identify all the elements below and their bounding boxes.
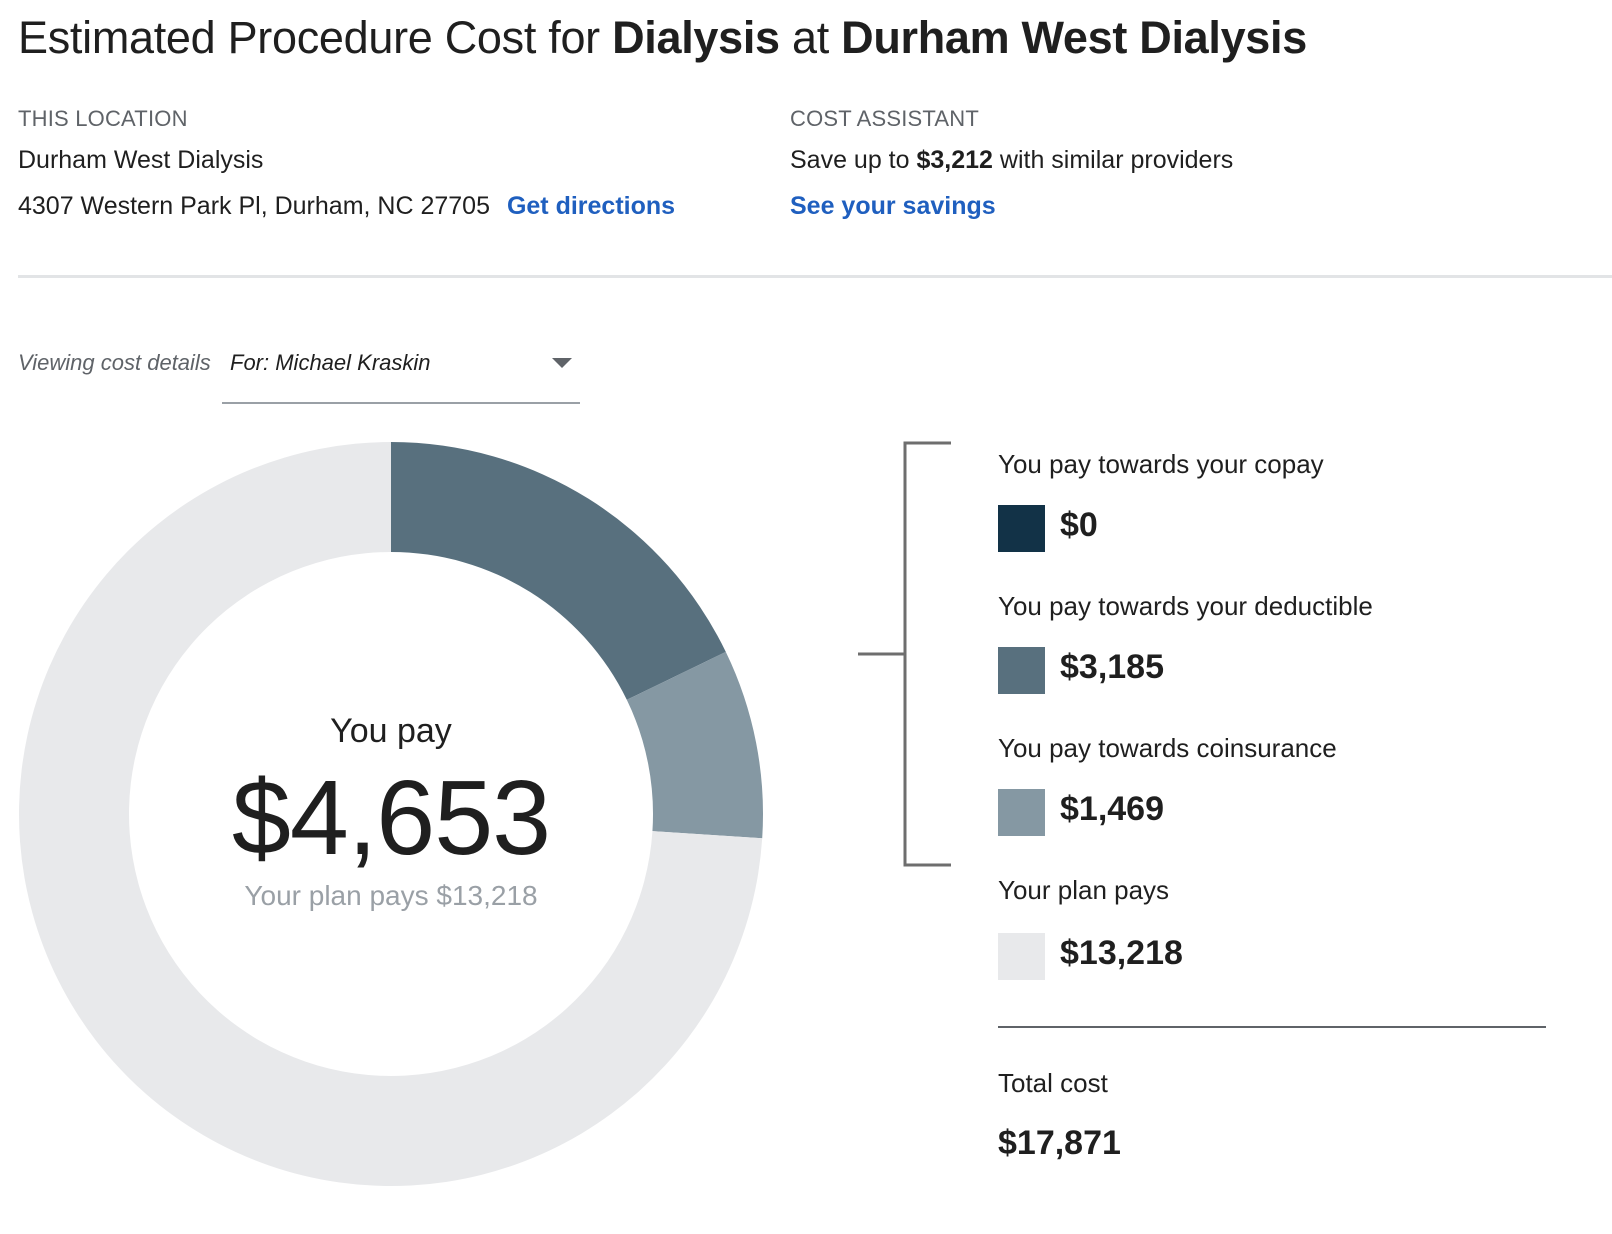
- savings-suffix: with similar providers: [992, 146, 1234, 174]
- you-pay-bracket: [858, 441, 951, 867]
- legend-value-plan: $13,218: [1060, 934, 1183, 972]
- page-title: Estimated Procedure Cost for Dialysis at…: [18, 12, 1307, 64]
- member-select-value: For: Michael Kraskin: [230, 350, 431, 375]
- location-address: 4307 Western Park Pl, Durham, NC 27705: [18, 192, 490, 220]
- legend-swatch-copay: [998, 505, 1045, 552]
- donut-slice-deductible: [391, 442, 726, 700]
- location-name: Durham West Dialysis: [18, 146, 264, 174]
- plan-pays-subtext: Your plan pays $13,218: [244, 880, 538, 911]
- donut-slice-coinsurance: [626, 651, 763, 839]
- legend-divider: [998, 1026, 1546, 1028]
- procedure-name: Dialysis: [612, 12, 780, 63]
- total-cost-value: $17,871: [998, 1124, 1121, 1162]
- savings-text: Save up to $3,212 with similar providers: [790, 146, 1233, 175]
- facility-name: Durham West Dialysis: [841, 12, 1307, 63]
- location-section: THIS LOCATION Durham West Dialysis 4307 …: [18, 106, 675, 220]
- chevron-down-icon[interactable]: [552, 358, 572, 368]
- donut-slice-plan: [19, 442, 763, 1186]
- savings-link-row: See your savings: [790, 192, 996, 221]
- legend-swatch-plan: [998, 933, 1045, 980]
- legend-value-coinsurance: $1,469: [1060, 790, 1164, 828]
- you-pay-label: You pay: [330, 712, 452, 750]
- total-cost-label: Total cost: [998, 1068, 1108, 1098]
- savings-amount: $3,212: [916, 146, 993, 174]
- legend-value-deductible: $3,185: [1060, 648, 1164, 686]
- cost-assistant-heading: COST ASSISTANT: [790, 106, 980, 131]
- title-prefix: Estimated Procedure Cost for: [18, 12, 613, 63]
- cost-assistant-section: COST ASSISTANT Save up to $3,212 with si…: [790, 106, 1233, 220]
- legend-label-plan: Your plan pays: [998, 875, 1170, 905]
- section-divider: [18, 275, 1612, 278]
- legend-label-copay: You pay towards your copay: [998, 449, 1324, 479]
- legend-swatch-deductible: [998, 647, 1045, 694]
- title-mid: at: [779, 12, 842, 63]
- get-directions-link[interactable]: Get directions: [506, 192, 676, 220]
- savings-prefix: Save up to: [790, 146, 917, 174]
- member-select[interactable]: For: Michael Kraskin: [222, 340, 580, 404]
- cost-donut-chart: [19, 442, 763, 1186]
- legend-swatch-coinsurance: [998, 789, 1045, 836]
- see-savings-link[interactable]: See your savings: [790, 192, 996, 220]
- viewer-label: Viewing cost details: [18, 350, 211, 375]
- you-pay-amount: $4,653: [231, 759, 551, 877]
- location-address-row: 4307 Western Park Pl, Durham, NC 27705 G…: [18, 192, 675, 221]
- legend-value-copay: $0: [1060, 506, 1098, 544]
- location-heading: THIS LOCATION: [18, 106, 188, 131]
- legend-label-deductible: You pay towards your deductible: [998, 591, 1373, 621]
- legend-label-coinsurance: You pay towards coinsurance: [998, 733, 1337, 763]
